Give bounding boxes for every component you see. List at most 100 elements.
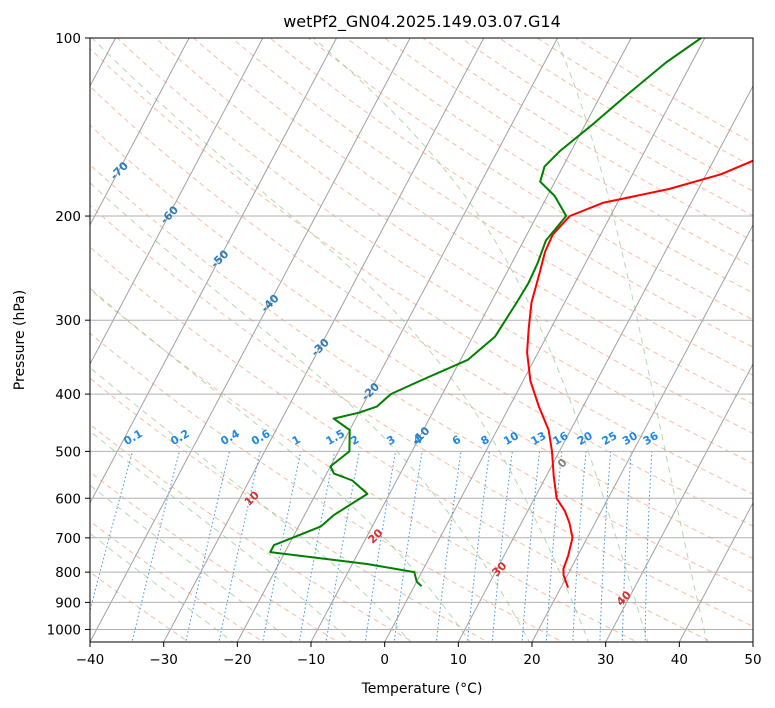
mixing-ratio-label: 0.4 — [218, 427, 242, 448]
dry-adiabat-label: 10 — [242, 488, 262, 508]
dry-adiabat-line — [90, 47, 753, 495]
dry-adiabat-line — [90, 423, 414, 642]
dry-adiabat-label: 40 — [614, 588, 634, 608]
mixing-ratio-line — [298, 451, 336, 642]
x-axis-label: Temperature (°C) — [361, 681, 483, 697]
isotherm-label: -40 — [258, 291, 281, 314]
background-lines — [90, 38, 753, 642]
mixing-ratio-label: 16 — [551, 429, 571, 448]
dry-adiabat-label: 30 — [489, 559, 509, 579]
dry-adiabat-line — [498, 38, 753, 192]
plot-frame — [89, 37, 754, 643]
mixing-ratio-label: 20 — [575, 429, 595, 448]
mixing-ratio-label: 25 — [600, 429, 620, 448]
dry-adiabat-line — [90, 85, 753, 527]
moist-adiabat-line — [90, 430, 353, 642]
mixing-ratio-line — [364, 451, 396, 642]
y-tick-label: 600 — [55, 491, 81, 507]
temperature-profile-line — [526, 159, 753, 589]
mixing-ratio-label: 1 — [290, 433, 303, 448]
isotherm-line — [457, 85, 753, 642]
mixing-ratio-label: 1.5 — [324, 427, 347, 448]
mixing-ratio-label: 3 — [385, 433, 398, 448]
mixing-ratio-line — [521, 451, 541, 642]
dry-adiabat-line — [154, 38, 753, 434]
sounding-profiles — [269, 38, 753, 589]
isotherm-line — [678, 501, 753, 642]
dry-adiabat-line — [116, 38, 753, 465]
dry-adiabat-line — [90, 520, 265, 642]
dry-adiabat-line — [460, 38, 753, 217]
isotherm-line — [90, 38, 337, 505]
dry-adiabat-line — [90, 377, 489, 642]
chart-title: wetPf2_GN04.2025.149.03.07.G14 — [283, 12, 561, 32]
dry-adiabat-line — [574, 38, 753, 144]
mixing-ratio-label: 10 — [501, 429, 521, 448]
isotherm-line — [90, 38, 190, 227]
mixing-ratio-line — [644, 451, 653, 642]
isotherm-label: -80 — [57, 115, 80, 138]
x-tick-label: 40 — [671, 652, 688, 668]
mixing-ratio-label: 0.1 — [122, 427, 145, 448]
x-tick-label: −10 — [297, 652, 326, 668]
y-tick-label: 100 — [55, 31, 81, 47]
isotherm-label: -20 — [359, 380, 382, 403]
isotherm-line — [236, 38, 558, 642]
mixing-ratio-line — [218, 451, 261, 642]
moist-adiabat-line — [90, 484, 293, 642]
moist-adiabat-line — [90, 287, 471, 642]
mixing-ratio-label: 13 — [529, 429, 549, 448]
mixing-ratio-label: 0.6 — [249, 427, 273, 448]
y-axis-ticks: 100 200 300 400 500 600 700 800 900 1000 — [47, 31, 90, 638]
x-tick-label: 30 — [597, 652, 614, 668]
isotherm-line — [163, 38, 485, 642]
dry-adiabat-line — [90, 164, 753, 593]
isotherm-label: -60 — [158, 203, 181, 226]
dewpoint-profile-line — [269, 38, 702, 587]
pressure-grid — [90, 38, 753, 642]
moist-adiabat-line — [90, 366, 412, 642]
mixing-ratio-label: 30 — [620, 429, 640, 448]
x-axis-ticks: −40 −30 −20 −10 0 10 20 30 40 50 — [76, 642, 762, 668]
y-axis-label: Pressure (hPa) — [12, 290, 28, 390]
mixing-ratio-line — [393, 451, 423, 642]
mixing-ratio-line — [185, 451, 230, 642]
dry-adiabat-line — [90, 246, 713, 642]
mixing-ratio-line — [90, 451, 133, 613]
x-tick-label: −40 — [76, 652, 105, 668]
isotherm-line — [605, 362, 753, 642]
mixing-ratio-line — [435, 451, 462, 642]
y-tick-label: 1000 — [47, 622, 81, 638]
mixing-ratio-line — [545, 451, 563, 642]
mixing-ratio-line — [572, 451, 587, 642]
mixing-ratio-line — [621, 451, 632, 642]
isotherm-label: -30 — [309, 336, 332, 359]
x-tick-label: 10 — [450, 652, 467, 668]
dry-adiabat-line — [90, 288, 639, 642]
moist-adiabat-line — [90, 182, 530, 642]
dry-adiabat-line — [90, 124, 753, 560]
isotherm-label: -10 — [409, 424, 432, 447]
moist-adiabat-line — [555, 38, 708, 642]
mixing-ratio-line — [599, 451, 612, 642]
isotherm-line — [752, 640, 753, 642]
isotherm-line — [384, 38, 706, 642]
moist-adiabat-line — [91, 38, 590, 642]
y-tick-label: 700 — [55, 531, 81, 547]
y-tick-label: 500 — [55, 444, 81, 460]
dry-adiabat-line — [90, 332, 564, 642]
x-tick-label: −30 — [149, 652, 178, 668]
mixing-ratio-label: 0.2 — [168, 427, 191, 448]
mixing-ratio-line — [491, 451, 513, 642]
y-tick-label: 900 — [55, 595, 81, 611]
x-tick-label: 50 — [744, 652, 761, 668]
isotherm-line — [90, 38, 411, 642]
y-tick-label: 200 — [55, 209, 81, 225]
isotherm-line — [310, 38, 632, 642]
x-tick-label: 20 — [523, 652, 540, 668]
isotherm-label: -90 — [7, 71, 30, 94]
mixing-ratio-line — [131, 451, 180, 642]
isotherm-line — [531, 223, 753, 642]
